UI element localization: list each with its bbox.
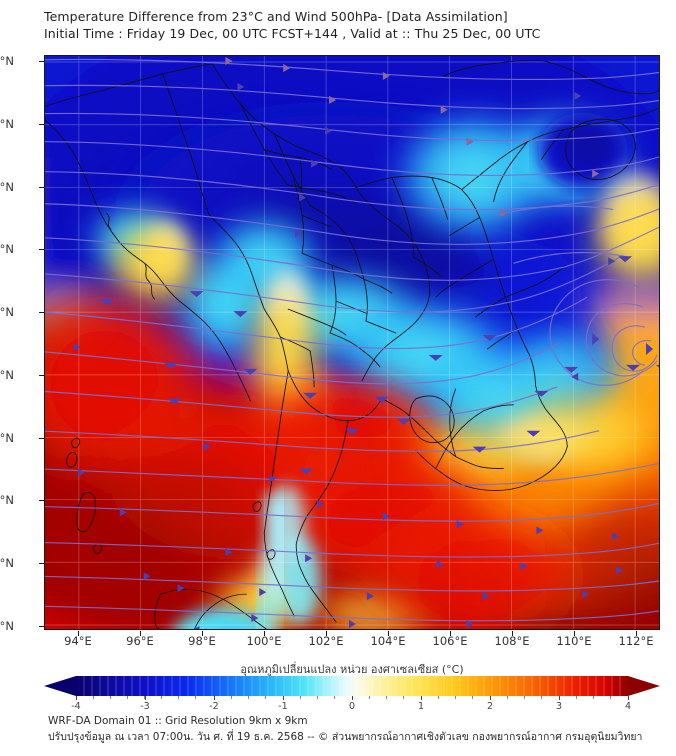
colorbar-label--4: -4 [71, 701, 81, 712]
y-axis-label-12n: 12°N [0, 368, 14, 382]
footer-credit: ปรับปรุงข้อมูล ณ เวลา 07:00น. วัน ศ. ที่… [48, 731, 643, 743]
colorbar-title: อุณหภูมิเปลี่ยนแปลง หน่วย องศาเซลเซียส (… [240, 663, 464, 676]
y-axis-label-14n: 14°N [0, 305, 14, 319]
x-axis-label-102e: 102°E [308, 634, 344, 648]
x-tick [78, 631, 79, 636]
y-axis-label-22n: 22°N [0, 54, 14, 68]
colorbar-label--1: -1 [278, 701, 288, 712]
colorbar-label--3: -3 [140, 701, 150, 712]
map-gridlines [45, 56, 659, 629]
colorbar-label-0: 0 [348, 701, 356, 712]
x-tick [388, 631, 389, 636]
x-axis-label-96e: 96°E [126, 634, 154, 648]
temperature-field-layer [45, 56, 659, 629]
colorbar-ticks: -4 -3 -2 -1 0 1 2 3 4 [44, 696, 660, 712]
x-tick [140, 631, 141, 636]
x-axis-label-100e: 100°E [246, 634, 282, 648]
y-axis-label-20n: 20°N [0, 117, 14, 131]
x-tick [202, 631, 203, 636]
x-tick [636, 631, 637, 636]
page-title: Temperature Difference from 23°C and Win… [44, 9, 508, 24]
map-plot-area[interactable] [44, 55, 660, 630]
y-axis-label-10n: 10°N [0, 431, 14, 445]
colorbar[interactable] [44, 676, 660, 696]
x-axis-label-108e: 108°E [494, 634, 530, 648]
chart-subtitle: Initial Time : Friday 19 Dec, 00 UTC FCS… [44, 26, 541, 41]
y-axis-label-18n: 18°N [0, 180, 14, 194]
colorbar-label-3: 3 [555, 701, 563, 712]
x-axis-label-106e: 106°E [432, 634, 468, 648]
x-axis-label-94e: 94°E [64, 634, 92, 648]
y-axis-label-4n: 4°N [0, 619, 14, 633]
x-axis-label-104e: 104°E [370, 634, 406, 648]
x-axis-label-98e: 98°E [188, 634, 216, 648]
y-axis-label-8n: 8°N [0, 493, 14, 507]
colorbar-label-4: 4 [624, 701, 632, 712]
y-axis-label-6n: 6°N [0, 556, 14, 570]
y-axis-label-16n: 16°N [0, 242, 14, 256]
colorbar-label-2: 2 [486, 701, 494, 712]
colorbar-label-1: 1 [417, 701, 425, 712]
x-tick [450, 631, 451, 636]
colorbar-label--2: -2 [209, 701, 219, 712]
x-axis-label-110e: 110°E [556, 634, 592, 648]
footer-domain-info: WRF-DA Domain 01 :: Grid Resolution 9km … [48, 715, 308, 727]
x-tick [574, 631, 575, 636]
x-tick [512, 631, 513, 636]
chart-title-block: Temperature Difference from 23°C and Win… [44, 8, 664, 42]
x-tick [264, 631, 265, 636]
x-axis-label-112e: 112°E [618, 634, 654, 648]
wind-streamlines-layer [45, 56, 659, 629]
footer-block: WRF-DA Domain 01 :: Grid Resolution 9km … [48, 713, 668, 745]
coastline-border-layer [45, 56, 659, 629]
x-tick [326, 631, 327, 636]
